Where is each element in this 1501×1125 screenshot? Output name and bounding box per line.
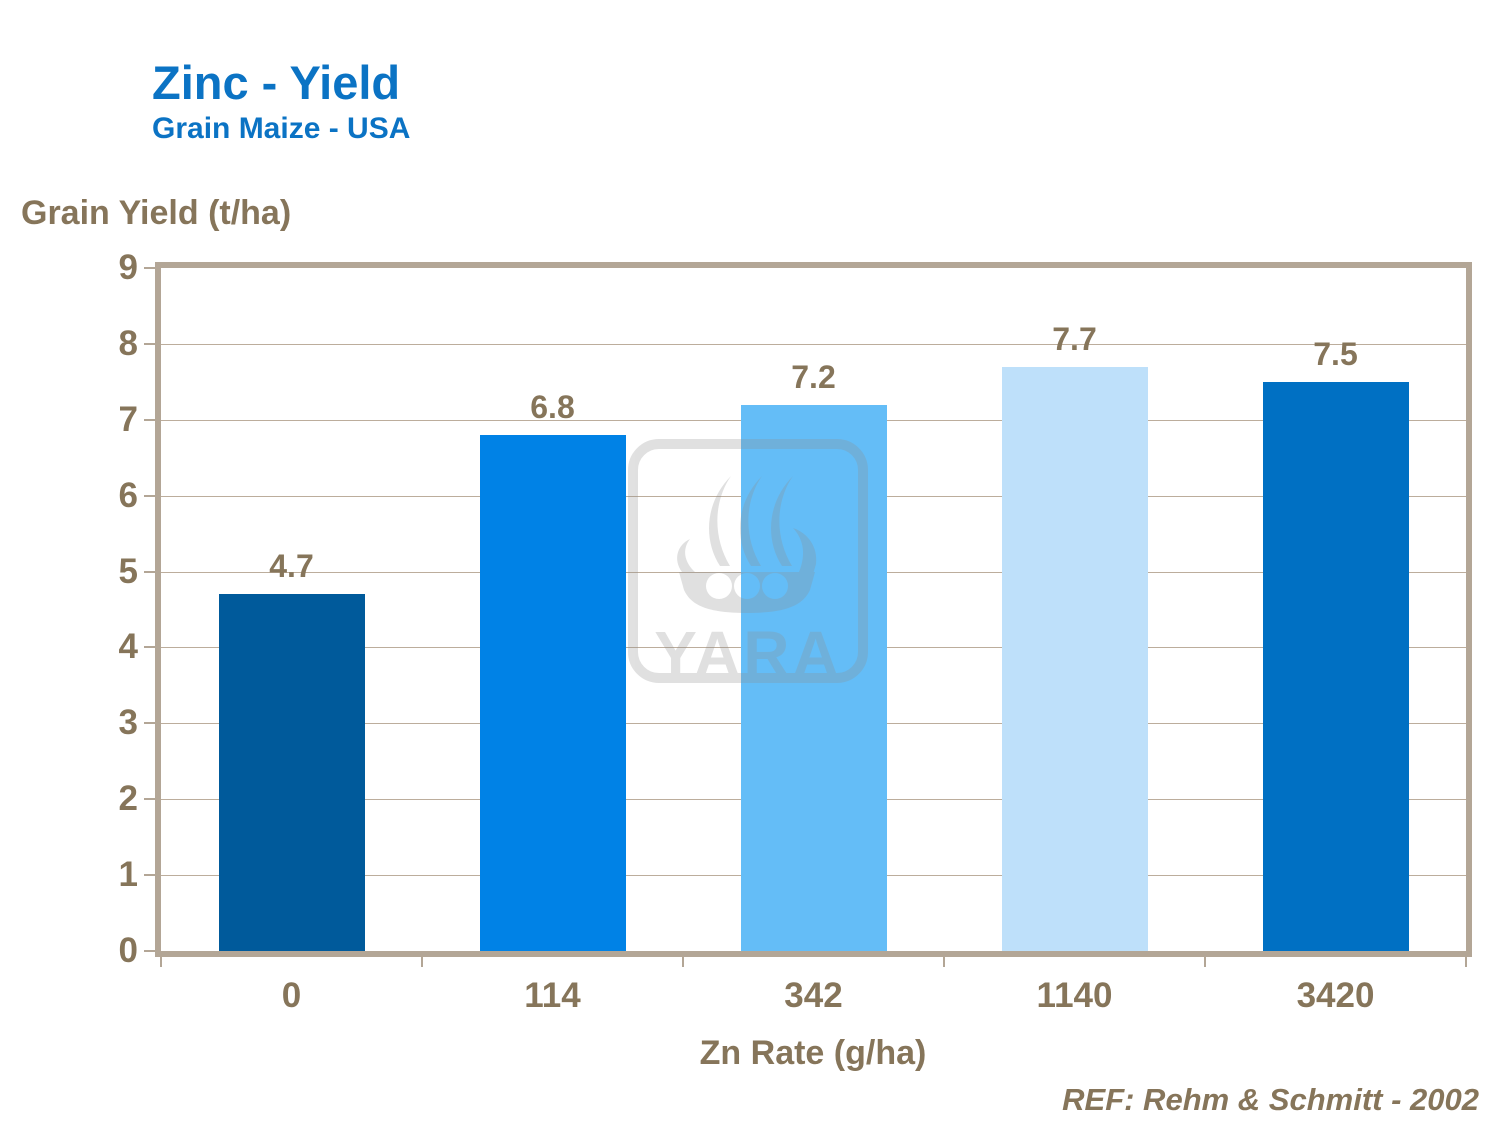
- bar-value-label: 7.7: [1052, 320, 1097, 357]
- bar: [218, 594, 365, 951]
- x-tick-mark: [943, 957, 945, 967]
- y-tick-mark: [144, 267, 155, 269]
- chart-plot-area: 4.7 6.8 7.2 7.7 7.5: [155, 262, 1472, 957]
- y-tick-label: 8: [118, 323, 138, 363]
- y-tick-mark: [144, 950, 155, 952]
- y-tick-mark: [144, 570, 155, 573]
- y-tick-label: 2: [118, 779, 138, 819]
- bar-value-label: 7.5: [1313, 335, 1358, 372]
- x-tick-mark: [1204, 957, 1206, 967]
- x-axis-label: Zn Rate (g/ha): [699, 1034, 927, 1072]
- x-tick-label: 1140: [1036, 976, 1113, 1015]
- x-tick-label: 342: [784, 976, 843, 1015]
- x-tick-mark: [1465, 957, 1467, 967]
- x-tick-label: 0: [281, 976, 302, 1015]
- x-tick-label: 114: [524, 976, 581, 1015]
- y-tick-mark: [144, 798, 155, 801]
- y-tick-mark: [144, 418, 155, 421]
- gridline: [161, 343, 1466, 345]
- bar-value-label: 4.7: [269, 548, 314, 585]
- reference-text: REF: Rehm & Schmitt - 2002: [1062, 1082, 1479, 1117]
- y-tick-label: 3: [118, 703, 138, 743]
- x-tick-mark: [421, 957, 423, 967]
- bar-value-label: 7.2: [791, 358, 836, 395]
- bar: [1262, 381, 1409, 951]
- bar: [479, 434, 626, 951]
- bar: [740, 404, 887, 951]
- chart-title: Zinc - Yield: [152, 56, 401, 109]
- y-tick-label: 4: [118, 627, 138, 667]
- x-tick-label: 3420: [1296, 976, 1375, 1015]
- y-tick-mark: [144, 722, 155, 725]
- y-tick-label: 5: [118, 551, 138, 591]
- bar-value-label: 6.8: [530, 388, 575, 425]
- y-axis-label: Grain Yield (t/ha): [21, 194, 292, 232]
- y-tick-label: 1: [118, 855, 138, 895]
- chart-subtitle: Grain Maize - USA: [152, 112, 411, 145]
- y-tick-mark: [144, 646, 155, 649]
- bar: [1001, 366, 1148, 951]
- y-tick-label: 6: [118, 475, 138, 515]
- y-tick-mark: [144, 494, 155, 497]
- x-tick-mark: [682, 957, 684, 967]
- y-tick-mark: [144, 874, 155, 877]
- y-tick-label: 0: [118, 931, 138, 970]
- y-tick-mark: [144, 342, 155, 345]
- y-tick-label: 7: [118, 399, 138, 439]
- y-tick-label: 9: [118, 248, 138, 287]
- x-tick-mark: [160, 957, 162, 967]
